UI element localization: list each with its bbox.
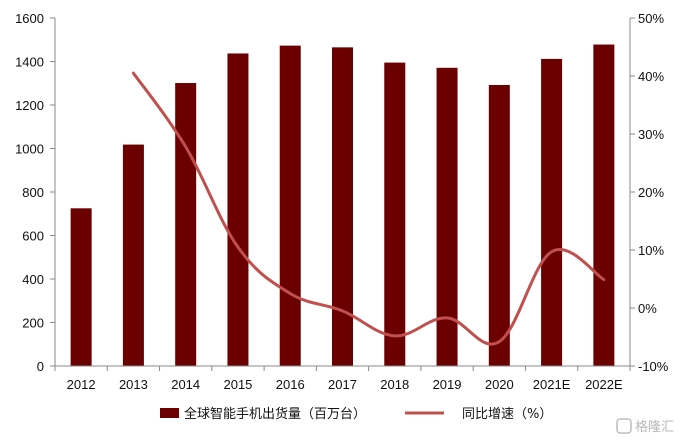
left-tick-label: 600 — [22, 229, 44, 244]
x-tick-label: 2018 — [380, 377, 409, 392]
watermark-logo-icon — [616, 418, 632, 434]
left-tick-label: 1200 — [15, 98, 44, 113]
bar-2014 — [175, 83, 197, 366]
x-tick-label: 2020 — [485, 377, 514, 392]
x-tick-label: 2022E — [585, 377, 623, 392]
right-tick-label: 40% — [638, 69, 664, 84]
left-tick-label: 0 — [37, 359, 44, 374]
x-tick-label: 2017 — [328, 377, 357, 392]
right-tick-label: -10% — [638, 359, 669, 374]
legend: 全球智能手机出货量（百万台） 同比增速（%） — [160, 406, 552, 422]
x-axis-ticks: 2012 2013 2014 2015 2016 2017 2018 2019 2020 2021… — [54, 366, 631, 392]
x-tick-label: 2019 — [433, 377, 462, 392]
x-tick-label: 2013 — [119, 377, 148, 392]
left-tick-label: 1400 — [15, 55, 44, 70]
right-tick-label: 50% — [638, 11, 664, 26]
x-tick-label: 2021E — [533, 377, 571, 392]
bar-2013 — [122, 144, 144, 366]
bar-2019 — [436, 67, 458, 367]
right-tick-label: 20% — [638, 185, 664, 200]
left-tick-label: 400 — [22, 272, 44, 287]
left-tick-label: 1600 — [15, 11, 44, 26]
bar-2020 — [488, 84, 510, 367]
bars-layer — [70, 44, 615, 367]
legend-label-bar: 全球智能手机出货量（百万台） — [184, 406, 366, 422]
right-tick-label: 0% — [638, 301, 657, 316]
bar-2017 — [332, 47, 353, 367]
watermark-text: 格隆汇 — [635, 419, 674, 435]
watermark: 格隆汇 — [616, 418, 674, 435]
bar-2022E — [593, 44, 615, 366]
right-tick-label: 10% — [638, 243, 664, 258]
bar-2015 — [227, 53, 249, 366]
x-tick-label: 2014 — [171, 377, 200, 392]
left-tick-label: 200 — [22, 316, 44, 331]
left-tick-label: 1000 — [15, 142, 44, 157]
right-tick-label: 30% — [638, 127, 664, 142]
left-tick-label: 800 — [22, 185, 44, 200]
growth-line — [131, 71, 606, 346]
legend-label-line: 同比增速（%） — [462, 407, 552, 422]
bar-2012 — [70, 208, 92, 366]
x-tick-label: 2015 — [223, 377, 252, 392]
bar-2021E — [541, 58, 563, 366]
left-axis-ticks: 0 200 400 600 800 1000 1200 1400 1600 — [15, 11, 55, 374]
legend-swatch-bar — [160, 408, 179, 418]
right-axis-ticks: -10% 0% 10% 20% 30% 40% 50% — [630, 11, 669, 374]
line-layer — [131, 71, 606, 346]
x-tick-label: 2016 — [276, 377, 305, 392]
bar-2018 — [384, 62, 406, 367]
bar-2016 — [279, 45, 301, 367]
x-tick-label: 2012 — [67, 377, 96, 392]
